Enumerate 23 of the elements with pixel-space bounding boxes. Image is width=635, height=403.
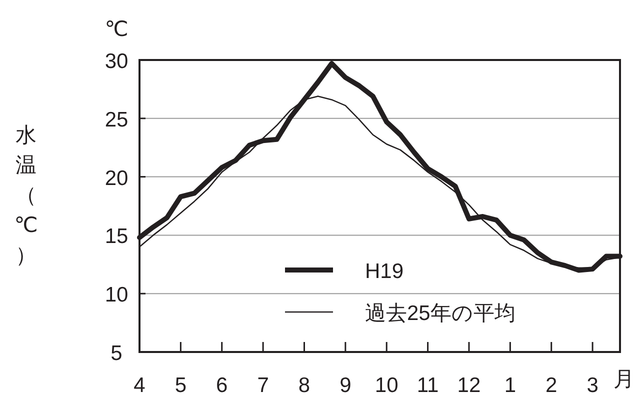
x-tick-label: 1	[504, 374, 516, 397]
x-tick-label: 12	[457, 374, 481, 397]
x-tick-label: 5	[174, 374, 187, 397]
y-tick-label: 25	[104, 108, 128, 132]
y-tick-label: 10	[104, 284, 128, 307]
x-tick-label: 11	[416, 374, 439, 397]
y-tick-label: 15	[104, 225, 128, 248]
legend-label: H19	[365, 260, 404, 283]
x-axis-title: 月	[614, 368, 634, 391]
y-tick-label: 30	[104, 50, 128, 73]
y-tick-label: 5	[110, 342, 122, 365]
y-tick-label: 20	[104, 166, 128, 190]
x-tick-label: 6	[216, 374, 228, 397]
text: ℃	[104, 18, 128, 41]
x-tick-label: 9	[340, 374, 352, 397]
x-tick-label: 3	[586, 374, 598, 397]
x-tick-label: 4	[134, 374, 146, 397]
x-tick-label: 7	[257, 374, 269, 397]
x-tick-label: 10	[374, 374, 398, 397]
x-tick-label: 8	[298, 374, 310, 397]
y-axis-title: 水温（℃）	[14, 124, 38, 267]
legend-label: 過去25年の平均	[365, 302, 516, 325]
x-tick-label: 2	[546, 374, 558, 397]
